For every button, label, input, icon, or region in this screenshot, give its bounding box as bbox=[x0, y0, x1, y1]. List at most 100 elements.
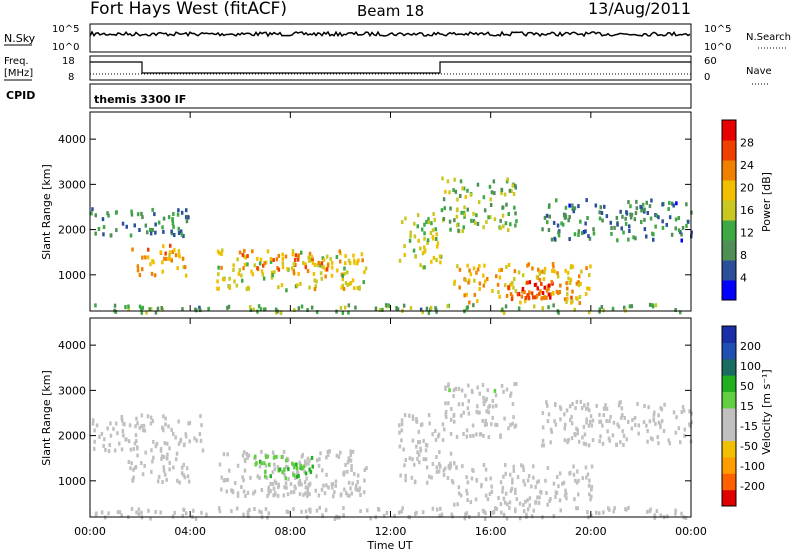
data-cell bbox=[476, 222, 480, 226]
data-cell bbox=[598, 511, 601, 516]
data-cell bbox=[577, 478, 580, 483]
data-cell bbox=[170, 229, 173, 234]
cpid-label: CPID bbox=[6, 89, 35, 102]
data-cell bbox=[540, 443, 544, 448]
data-cell bbox=[455, 214, 459, 219]
data-cell bbox=[538, 495, 541, 500]
data-cell bbox=[634, 236, 637, 241]
data-cell bbox=[402, 303, 406, 308]
data-cell bbox=[517, 270, 521, 275]
colorbar-tick-label: 16 bbox=[740, 204, 754, 217]
data-cell bbox=[171, 250, 175, 254]
data-cell bbox=[162, 468, 166, 473]
data-cell bbox=[507, 285, 510, 290]
data-cell bbox=[476, 182, 480, 187]
data-cell bbox=[91, 421, 95, 426]
data-cell bbox=[306, 491, 310, 496]
data-cell bbox=[571, 299, 574, 304]
data-cell bbox=[674, 511, 677, 516]
data-cell bbox=[351, 278, 355, 283]
freq-panel: Freq. [MHz] 18 8 60 0 Nave bbox=[4, 55, 772, 85]
data-cell bbox=[541, 425, 545, 430]
data-cell bbox=[403, 413, 407, 418]
colorbar-tick-label: 12 bbox=[740, 227, 754, 240]
velocity-colorbar-label: Velocity [m s⁻¹] bbox=[760, 369, 773, 454]
data-cell bbox=[579, 281, 582, 286]
data-cell bbox=[507, 212, 510, 216]
data-cell bbox=[398, 258, 402, 263]
data-cell bbox=[516, 292, 520, 297]
data-cell bbox=[417, 429, 420, 434]
data-cell bbox=[317, 261, 321, 265]
data-cell bbox=[552, 514, 556, 519]
data-cell bbox=[497, 496, 500, 500]
data-cell bbox=[160, 454, 164, 459]
data-cell bbox=[285, 288, 288, 293]
data-cell bbox=[166, 441, 169, 446]
data-cell bbox=[94, 512, 98, 517]
data-cell bbox=[489, 476, 492, 481]
data-cell bbox=[168, 250, 172, 255]
data-cell bbox=[599, 419, 603, 424]
data-cell bbox=[554, 403, 557, 408]
data-cell bbox=[185, 466, 189, 471]
data-cell bbox=[346, 493, 349, 498]
data-cell bbox=[507, 262, 511, 267]
data-cell bbox=[553, 236, 556, 241]
data-cell bbox=[661, 225, 665, 230]
data-cell bbox=[541, 306, 544, 311]
data-cell bbox=[411, 438, 415, 443]
data-cell bbox=[557, 230, 560, 235]
data-cell bbox=[274, 307, 278, 312]
data-cell bbox=[178, 480, 181, 485]
data-cell bbox=[381, 307, 384, 312]
data-cell bbox=[342, 472, 346, 477]
data-cell bbox=[462, 186, 466, 191]
data-cell bbox=[298, 482, 301, 487]
data-cell bbox=[167, 424, 170, 429]
data-cell bbox=[526, 507, 530, 512]
data-cell bbox=[475, 432, 478, 437]
data-cell bbox=[321, 513, 324, 518]
data-cell bbox=[167, 256, 170, 261]
data-cell bbox=[630, 426, 634, 431]
nsearch-tick-high: 10^5 bbox=[704, 24, 731, 35]
data-cell bbox=[602, 510, 605, 515]
data-cell bbox=[547, 286, 550, 291]
data-cell bbox=[428, 421, 431, 426]
data-cell bbox=[267, 511, 271, 516]
freq-label-1: Freq. bbox=[4, 56, 29, 67]
data-cell bbox=[402, 447, 405, 452]
data-cell bbox=[592, 231, 596, 236]
data-cell bbox=[292, 473, 295, 478]
data-cell bbox=[275, 257, 279, 262]
data-cell bbox=[667, 207, 670, 211]
power-cells bbox=[90, 176, 693, 315]
data-cell bbox=[159, 446, 163, 451]
data-cell bbox=[463, 205, 466, 210]
data-cell bbox=[304, 265, 308, 270]
data-cell bbox=[228, 468, 231, 473]
data-cell bbox=[427, 217, 430, 222]
data-cell bbox=[535, 275, 539, 280]
data-cell bbox=[131, 477, 134, 482]
data-cell bbox=[562, 222, 565, 227]
data-cell bbox=[455, 465, 458, 470]
data-cell bbox=[303, 469, 306, 474]
data-cell bbox=[125, 437, 128, 442]
data-cell bbox=[164, 422, 167, 427]
data-cell bbox=[179, 437, 183, 442]
data-cell bbox=[400, 428, 404, 433]
data-cell bbox=[441, 176, 444, 181]
data-cell bbox=[486, 388, 489, 393]
data-cell bbox=[217, 265, 220, 270]
data-cell bbox=[419, 448, 423, 453]
data-cell bbox=[639, 204, 642, 209]
data-cell bbox=[300, 304, 304, 309]
data-cell bbox=[293, 257, 297, 262]
data-cell bbox=[440, 512, 444, 517]
data-cell bbox=[620, 415, 623, 420]
data-cell bbox=[422, 457, 425, 462]
data-cell bbox=[446, 476, 450, 480]
